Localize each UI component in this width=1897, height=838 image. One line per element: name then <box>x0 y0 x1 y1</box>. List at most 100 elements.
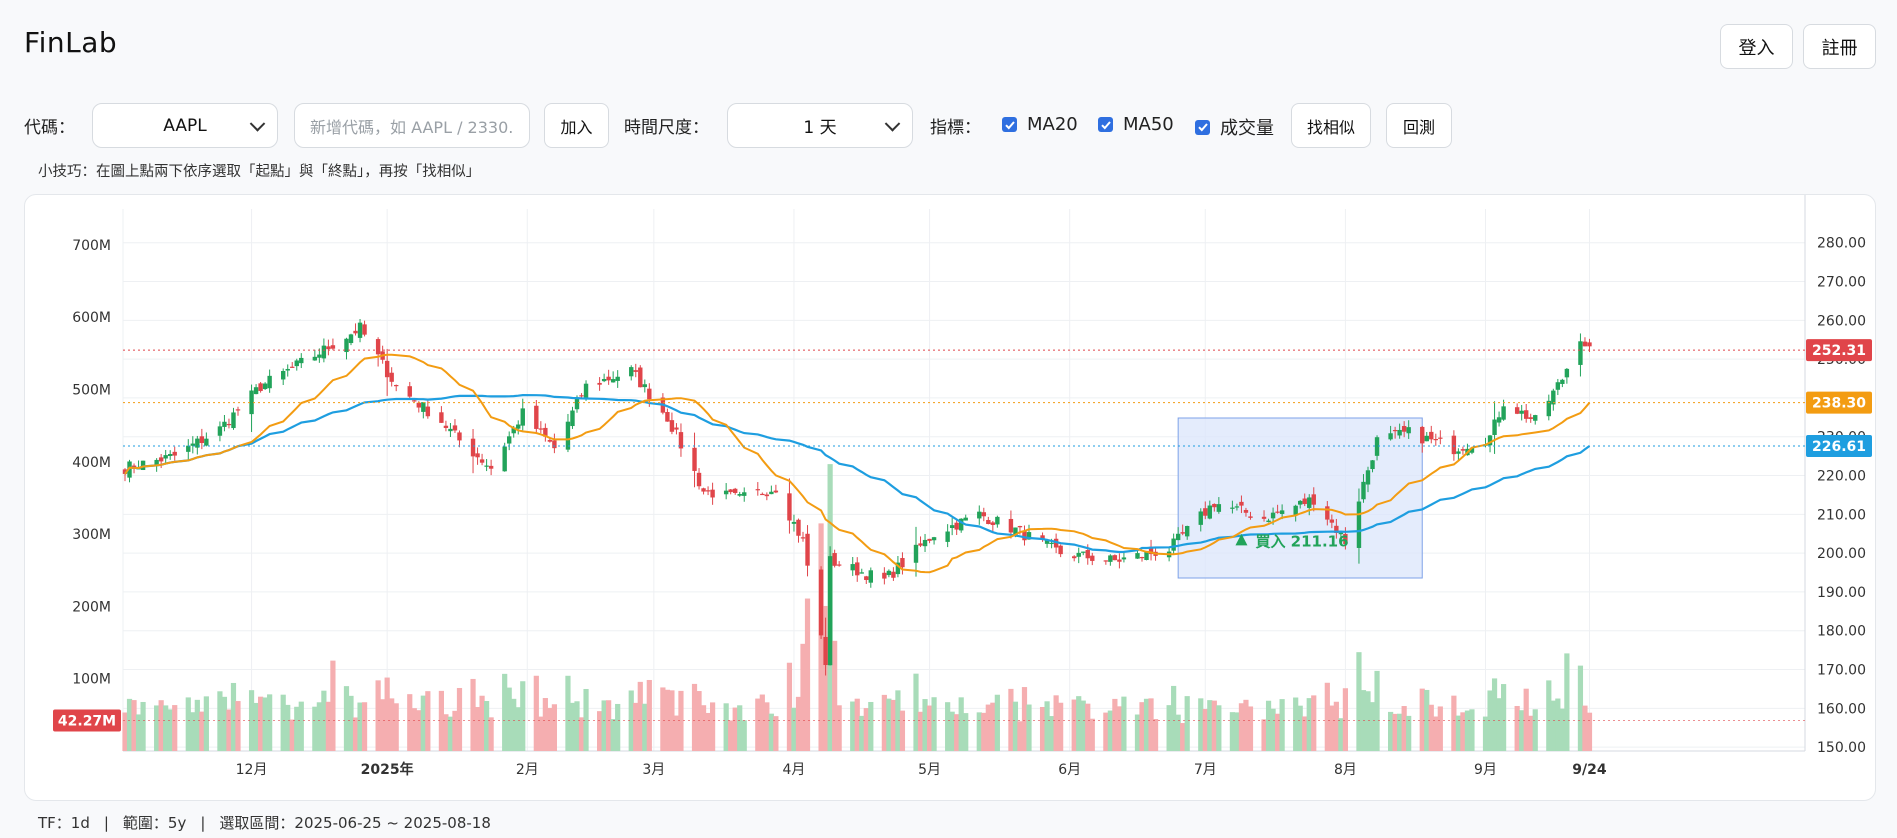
candle-body <box>488 465 494 469</box>
volume-bar <box>1265 700 1272 751</box>
volume-bar <box>1012 701 1019 751</box>
symbol-select-value: AAPL <box>163 115 207 136</box>
volume-bar <box>795 696 802 751</box>
volume-bar <box>474 707 481 751</box>
add-symbol-button[interactable]: 加入 <box>544 103 609 148</box>
backtest-button[interactable]: 回測 <box>1386 103 1452 148</box>
volume-bar <box>1044 701 1050 751</box>
candle-body <box>321 345 327 359</box>
candle-body <box>850 564 855 571</box>
volume-tick-label: 500M <box>72 383 111 399</box>
volume-bar <box>154 705 160 751</box>
volume-bar <box>488 717 494 751</box>
candle-body <box>543 427 548 437</box>
candle-body <box>1013 527 1018 536</box>
volume-bar <box>1279 699 1285 751</box>
candle-body <box>344 338 349 353</box>
candle-body <box>507 436 512 444</box>
ma20-line <box>124 353 1591 574</box>
candle-body <box>1429 431 1434 440</box>
add-symbol-input[interactable]: 新增代碼，如 AAPL / 2330. <box>294 103 530 148</box>
volume-bar <box>452 710 458 751</box>
candle-body <box>217 426 223 436</box>
volume-bar <box>1392 713 1398 751</box>
volume-bar <box>348 695 354 751</box>
volume-bar <box>551 704 557 751</box>
volume-bar <box>786 662 793 751</box>
volume-bar <box>298 701 304 751</box>
volume-bar <box>678 690 684 751</box>
candle-body <box>1022 531 1027 541</box>
volume-bar <box>352 717 359 751</box>
volume-bar <box>610 719 616 751</box>
time-tick-label: 2025年 <box>361 761 414 778</box>
volume-bar <box>615 703 621 751</box>
volume-bar <box>1175 714 1181 751</box>
candle-body <box>1397 429 1402 436</box>
volume-bar <box>163 705 169 751</box>
login-button[interactable]: 登入 <box>1720 24 1793 69</box>
volume-bar <box>1550 700 1556 751</box>
find-similar-button[interactable]: 找相似 <box>1291 103 1371 148</box>
price-tag-bg <box>1806 434 1872 457</box>
volume-bar <box>167 709 173 751</box>
volume-bar <box>1519 710 1525 751</box>
volume-bar <box>791 707 797 751</box>
volume-bar <box>899 710 906 751</box>
price-chart[interactable]: 買入 211.16 150.00 160.00 170.00 180.00 190.00 2… <box>25 195 1875 800</box>
price-tick-label: 150.00 <box>1817 740 1866 756</box>
candle-body <box>1144 551 1149 561</box>
volume-bar <box>1487 690 1493 751</box>
candle-body <box>1334 525 1339 533</box>
candle-body <box>647 388 652 400</box>
register-button[interactable]: 註冊 <box>1803 24 1876 69</box>
candle-body <box>1108 555 1113 562</box>
timeframe-select[interactable]: 1 天 <box>727 103 913 148</box>
candle-body <box>1275 511 1280 513</box>
time-tick-label: 8月 <box>1334 762 1357 778</box>
volume-bar <box>140 701 146 751</box>
candle-body <box>443 425 449 428</box>
candle-body <box>475 453 480 458</box>
candle-body <box>294 360 299 367</box>
volume-bar <box>1482 716 1489 751</box>
volume-bar <box>637 681 643 751</box>
last-volume-tag: 42.27M <box>53 709 121 732</box>
volume-bar <box>1017 721 1023 751</box>
volume-bar <box>836 705 842 751</box>
ma20-checkbox[interactable]: MA20 <box>1002 114 1078 135</box>
candle-body <box>1081 551 1086 553</box>
candle-body <box>692 447 697 471</box>
volume-bar <box>1180 723 1186 751</box>
volume-tick-label: 400M <box>72 455 111 471</box>
candle-body <box>1175 533 1181 541</box>
volume-bar <box>994 694 1000 751</box>
volume-bar <box>411 708 417 751</box>
volume-bar <box>1211 700 1217 751</box>
indicators-label: 指標： <box>930 118 981 138</box>
volume-bar <box>606 700 612 751</box>
symbol-select[interactable]: AAPL <box>92 103 278 148</box>
candle-body <box>570 410 575 427</box>
volume-checkbox[interactable]: 成交量 <box>1195 114 1274 140</box>
volume-bar <box>1528 715 1534 751</box>
checkbox-checked-icon <box>1195 119 1210 135</box>
candle-body <box>1230 507 1235 509</box>
candle-body <box>502 446 507 472</box>
volume-bar <box>361 702 368 751</box>
volume-bar <box>1076 696 1082 751</box>
ma50-checkbox[interactable]: MA50 <box>1098 114 1174 135</box>
price-tag-label: 226.61 <box>1812 439 1866 455</box>
volume-bar <box>1577 665 1584 751</box>
volume-bar <box>1451 695 1457 751</box>
candle-body <box>534 405 539 429</box>
candle-body <box>1533 415 1538 421</box>
volume-bar <box>1428 704 1434 751</box>
candle-body <box>1469 447 1475 453</box>
volume-bar <box>343 686 350 751</box>
candle-body <box>140 460 146 470</box>
volume-bar <box>723 703 729 751</box>
time-tick-label: 3月 <box>642 762 665 778</box>
volume-bar <box>981 712 987 751</box>
volume-bar <box>1261 719 1267 751</box>
